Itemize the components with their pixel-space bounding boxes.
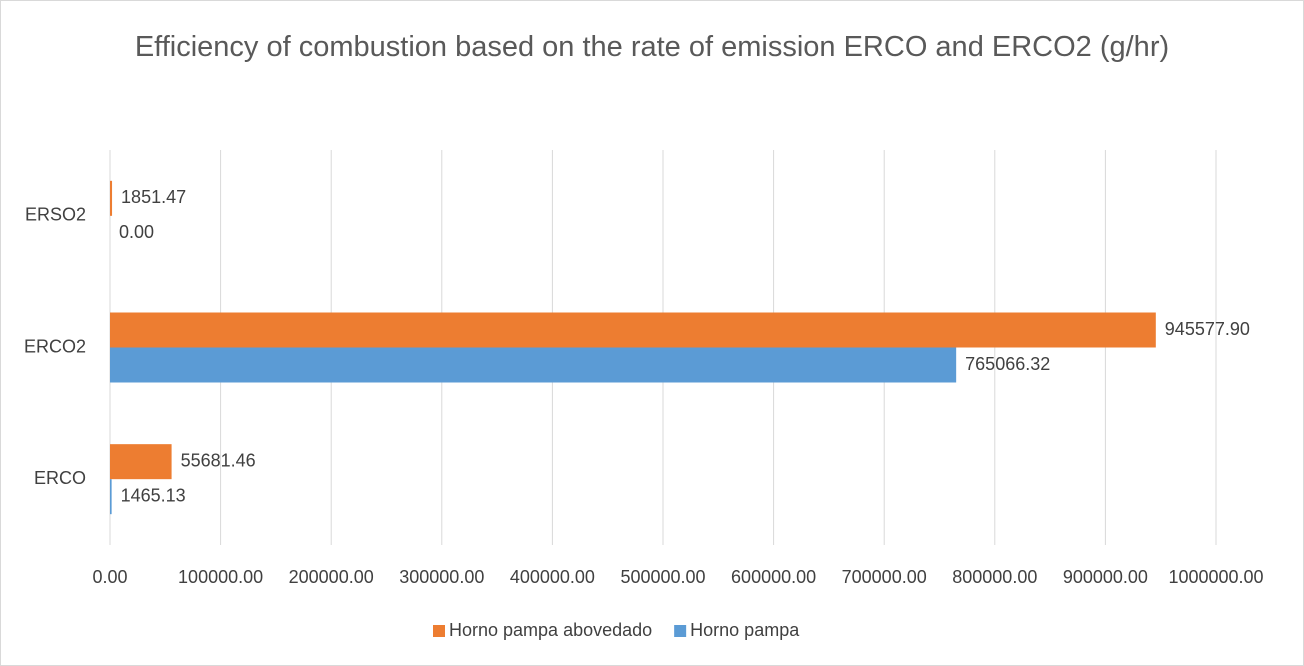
chart-title: Efficiency of combustion based on the ra…: [134, 31, 1170, 63]
data-label: 55681.46: [181, 450, 256, 470]
legend-label: Horno pampa abovedado: [449, 620, 652, 640]
legend-swatch: [674, 625, 687, 637]
x-tick-label: 200000.00: [289, 567, 374, 587]
y-tick-label: ERCO: [34, 468, 86, 488]
y-tick-label: ERCO2: [24, 336, 86, 356]
x-tick-label: 1000000.00: [1168, 567, 1263, 587]
legend-label: Horno pampa: [690, 620, 800, 640]
data-label: 945577.90: [1165, 319, 1250, 339]
y-tick-label: ERSO2: [25, 205, 86, 225]
x-tick-label: 0.00: [92, 567, 127, 587]
legend-swatch: [433, 625, 445, 637]
bar: [110, 312, 1156, 348]
x-tick-label: 300000.00: [399, 567, 484, 587]
x-tick-label: 100000.00: [178, 567, 263, 587]
x-tick-label: 700000.00: [842, 567, 927, 587]
bar: [110, 479, 112, 515]
x-tick-label: 900000.00: [1063, 567, 1148, 587]
x-tick-label: 400000.00: [510, 567, 595, 587]
bar: [110, 444, 172, 480]
bar: [110, 180, 113, 216]
x-tick-label: 500000.00: [620, 567, 705, 587]
data-label: 1465.13: [121, 485, 186, 505]
data-label: 0.00: [119, 222, 154, 242]
x-tick-label: 600000.00: [731, 567, 816, 587]
bar: [110, 347, 957, 383]
x-tick-label: 800000.00: [952, 567, 1037, 587]
data-label: 765066.32: [965, 354, 1050, 374]
data-label: 1851.47: [121, 187, 186, 207]
